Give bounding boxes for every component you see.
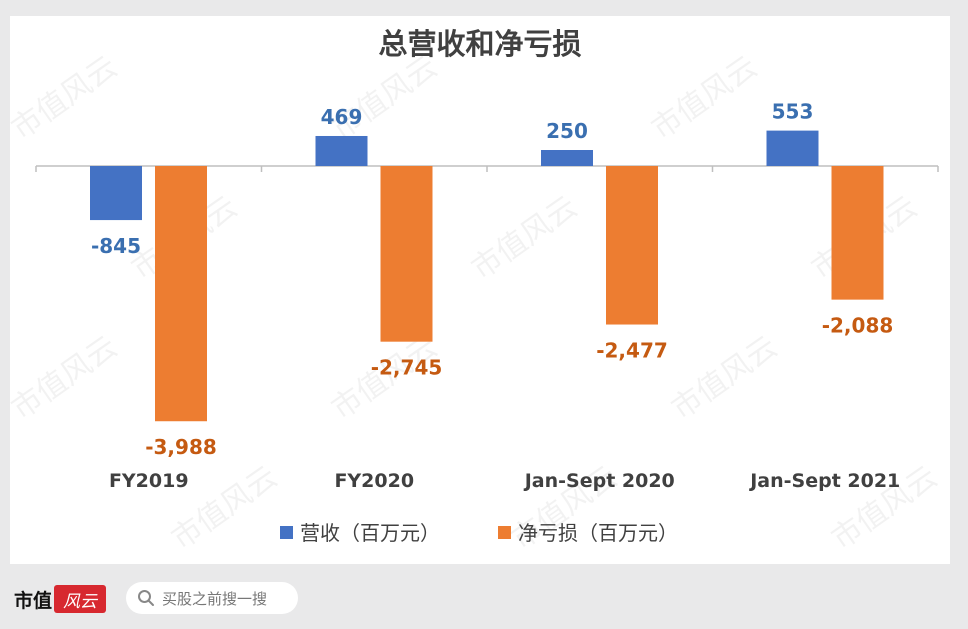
data-label-revenue-2: 250 xyxy=(546,119,588,143)
bar-revenue-3 xyxy=(766,130,819,166)
search-box[interactable]: 买股之前搜一搜 xyxy=(126,582,298,614)
bar-revenue-1 xyxy=(315,135,368,166)
brand-logo[interactable]: 市值 风云 xyxy=(14,582,107,616)
bar-revenue-0 xyxy=(90,166,142,221)
data-label-revenue-1: 469 xyxy=(321,105,363,129)
x-tick-label: FY2019 xyxy=(109,470,189,492)
data-label-net-loss-0: -3,988 xyxy=(145,435,217,459)
legend-swatch-net-loss xyxy=(498,526,511,539)
data-label-revenue-3: 553 xyxy=(772,100,814,124)
footer-bar: 市值 风云 买股之前搜一搜 xyxy=(0,572,968,629)
watermark-text: 市值风云 xyxy=(10,49,124,146)
brand-text: 市值 xyxy=(14,589,53,612)
search-icon xyxy=(138,590,154,606)
data-label-revenue-0: -845 xyxy=(91,234,141,258)
legend-label-revenue: 营收（百万元） xyxy=(300,521,440,545)
chart-title: 总营收和净亏损 xyxy=(378,27,581,61)
watermark-text: 市值风云 xyxy=(325,49,443,146)
data-label-net-loss-2: -2,477 xyxy=(596,339,668,363)
bar-net-loss-1 xyxy=(380,166,433,342)
brand-badge: 风云 xyxy=(54,585,107,613)
watermark-text: 市值风云 xyxy=(465,189,583,286)
watermark-text: 市值风云 xyxy=(645,49,763,146)
x-tick-label: Jan-Sept 2020 xyxy=(523,470,675,492)
bar-net-loss-2 xyxy=(606,166,658,325)
bar-net-loss-3 xyxy=(831,166,884,300)
data-label-net-loss-1: -2,745 xyxy=(371,356,443,380)
watermark-text: 市值风云 xyxy=(665,329,783,426)
search-placeholder: 买股之前搜一搜 xyxy=(162,589,268,608)
chart-card: 市值风云 市值风云 市值风云 市值风云 市值风云 市值风云 市值风云 市值风云 市值风云 市值风云… xyxy=(10,16,950,564)
data-label-net-loss-3: -2,088 xyxy=(822,314,894,338)
x-tick-label: FY2020 xyxy=(334,470,414,492)
legend-swatch-revenue xyxy=(280,526,293,539)
watermark-text: 市值风云 xyxy=(10,329,124,426)
legend-label-net-loss: 净亏损（百万元） xyxy=(518,521,678,545)
bar-revenue-2 xyxy=(541,150,593,166)
x-tick-label: Jan-Sept 2021 xyxy=(748,470,900,492)
bar-net-loss-0 xyxy=(155,166,207,422)
